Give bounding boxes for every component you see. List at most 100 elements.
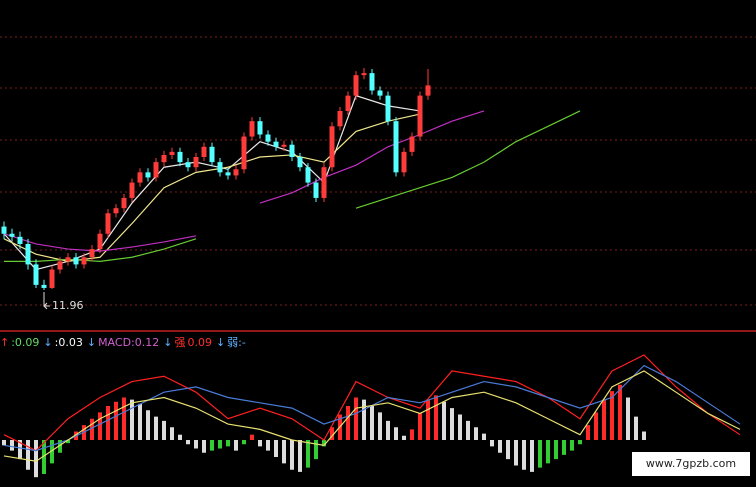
macd-bar — [402, 435, 406, 440]
macd-line — [3, 354, 741, 452]
candle-body — [33, 264, 39, 285]
macd-bar — [434, 395, 438, 440]
candle-body — [377, 90, 383, 96]
macd-bar — [194, 440, 198, 449]
macd-bar — [554, 440, 558, 460]
candle-body — [425, 85, 431, 96]
candle-body — [41, 284, 47, 288]
macd-bar — [250, 434, 254, 440]
macd-bar — [154, 416, 158, 440]
macd-bar — [146, 410, 150, 440]
legend-item: 0.09 — [187, 336, 212, 349]
candle-body — [209, 146, 215, 163]
candle-body — [217, 162, 223, 173]
macd-bar — [266, 440, 270, 451]
candle-body — [145, 172, 151, 178]
legend-item: :0.03 — [55, 336, 83, 349]
macd-bar — [410, 429, 414, 440]
macd-bar — [458, 414, 462, 440]
candle-body — [313, 182, 319, 198]
candle-body — [129, 182, 135, 198]
macd-bar — [642, 431, 646, 440]
macd-bar — [298, 440, 302, 472]
low-label: 11.96 — [52, 299, 84, 312]
macd-bar — [42, 440, 46, 474]
candle-body — [65, 257, 71, 262]
legend-item: :0.09 — [11, 336, 39, 349]
candle-body — [329, 126, 335, 168]
macd-bar — [226, 440, 230, 447]
macd-bar — [18, 440, 22, 460]
legend-item: ↑ — [0, 336, 9, 349]
macd-bar — [330, 427, 334, 440]
watermark: www.7gpzb.com — [646, 457, 736, 470]
macd-bar — [322, 440, 326, 447]
macd-bar — [218, 440, 222, 449]
candle-body — [401, 151, 407, 173]
macd-bar — [634, 416, 638, 440]
legend-item: ↓ — [216, 336, 225, 349]
candle-body — [137, 172, 143, 183]
macd-bar — [474, 427, 478, 440]
macd-bar — [274, 440, 278, 457]
macd-bar — [498, 440, 502, 453]
candle-body — [321, 167, 327, 198]
macd-bar — [394, 427, 398, 440]
legend-item: ↓ — [43, 336, 52, 349]
macd-bar — [506, 440, 510, 460]
macd-bar — [450, 408, 454, 440]
legend-item: 弱:- — [227, 336, 246, 349]
macd-bar — [234, 440, 238, 451]
macd-bar — [2, 440, 6, 446]
macd-bar — [482, 433, 486, 440]
macd-bar — [114, 401, 118, 440]
macd-bar — [594, 412, 598, 440]
candle-body — [233, 169, 239, 176]
macd-bar — [346, 406, 350, 440]
candle-body — [361, 73, 367, 76]
candle-body — [17, 236, 23, 244]
candle-body — [177, 151, 183, 163]
candle-body — [393, 121, 399, 173]
candle-body — [225, 172, 231, 176]
candle-body — [385, 95, 391, 122]
macd-bar — [170, 427, 174, 440]
macd-bar — [490, 440, 494, 447]
legend-item: MACD:0.12 — [98, 336, 159, 349]
macd-bar — [562, 440, 566, 455]
macd-bar — [370, 406, 374, 440]
macd-bar — [466, 420, 470, 440]
macd-bar — [186, 440, 190, 445]
macd-bar — [578, 440, 582, 445]
candle-body — [409, 136, 415, 152]
legend-item: ↓ — [163, 336, 172, 349]
macd-bar — [282, 440, 286, 464]
candle-body — [1, 226, 7, 234]
candle-body — [281, 144, 287, 147]
macd-bar — [514, 440, 518, 466]
candle-body — [201, 146, 207, 158]
legend-item: ↓ — [87, 336, 96, 349]
candle-body — [353, 75, 359, 96]
legend-item: 强 — [174, 336, 185, 349]
macd-bar — [202, 440, 206, 453]
macd-bar — [426, 399, 430, 440]
macd-bar — [10, 440, 14, 451]
macd-bar — [98, 412, 102, 440]
candle-body — [121, 197, 127, 209]
macd-bar — [122, 397, 126, 440]
macd-bar — [386, 420, 390, 440]
macd-bar — [418, 413, 422, 440]
candle-body — [193, 157, 199, 168]
candle-body — [113, 208, 119, 214]
macd-bar — [442, 401, 446, 440]
macd-bar — [290, 440, 294, 470]
candle-body — [25, 243, 31, 265]
macd-bar — [66, 440, 70, 444]
macd-bar — [354, 397, 358, 440]
moving-average — [3, 113, 421, 262]
candle-body — [249, 121, 255, 137]
macd-bar — [378, 412, 382, 440]
macd-bar — [50, 440, 54, 464]
macd-bar — [618, 384, 622, 440]
